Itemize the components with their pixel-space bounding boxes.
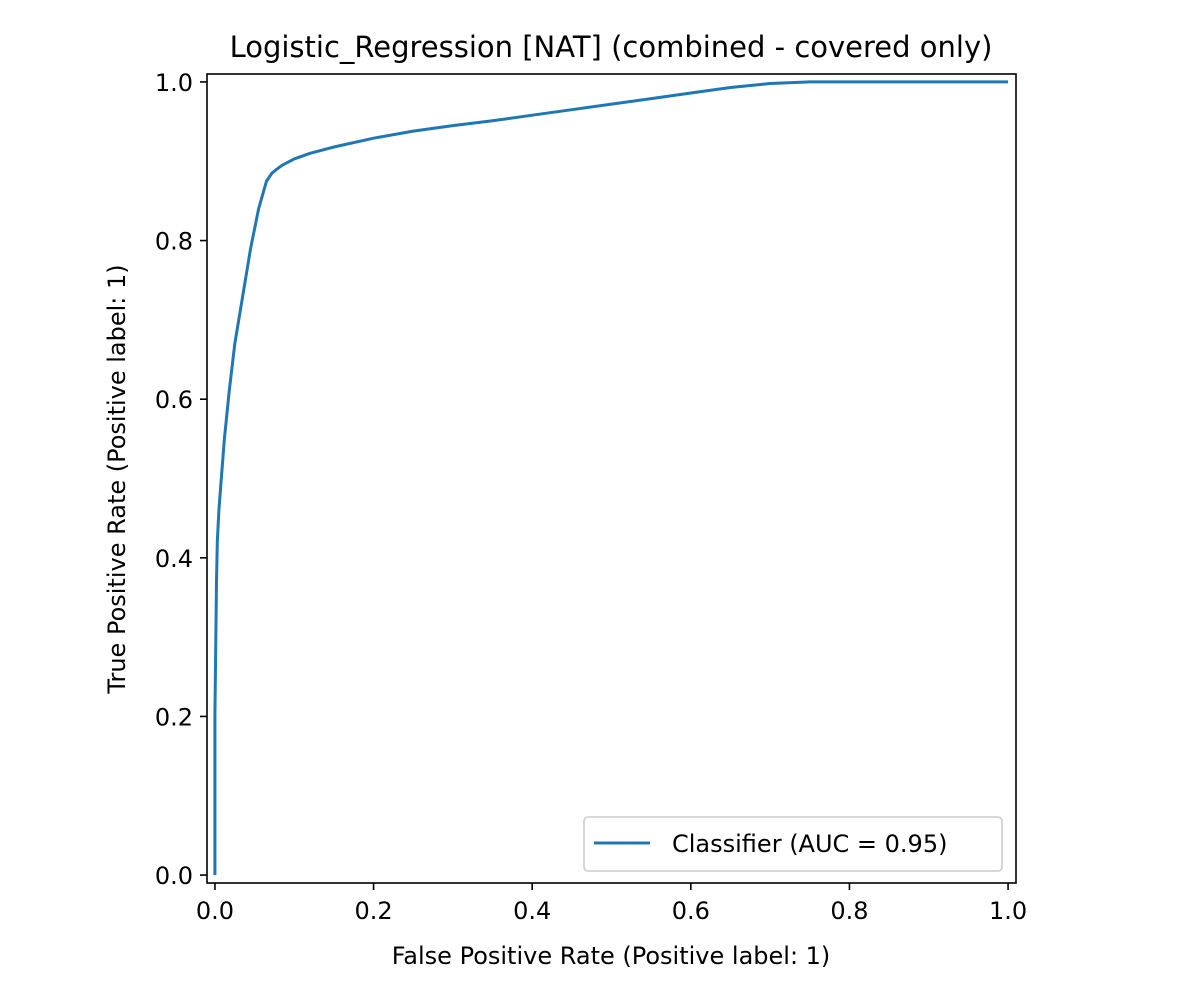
y-axis-label: True Positive Rate (Positive label: 1) — [103, 264, 131, 694]
plot-area: 0.0 0.2 0.4 0.6 0.8 1.0 0.0 0.2 0.4 0.6 0.8 1.0 — [155, 69, 1027, 925]
series-layer — [213, 80, 1009, 876]
chart-title: Logistic_Regression [NAT] (combined - co… — [230, 30, 993, 64]
axes-frame — [206, 73, 1017, 884]
y-axis-ticks: 0.0 0.2 0.4 0.6 0.8 1.0 — [155, 69, 207, 890]
x-tick-label: 0.0 — [196, 897, 234, 925]
x-tick-label: 0.4 — [513, 897, 551, 925]
x-axis-label: False Positive Rate (Positive label: 1) — [392, 942, 831, 970]
x-tick-label: 0.6 — [672, 897, 710, 925]
y-tick-label: 0.6 — [155, 386, 193, 414]
y-tick-label: 1.0 — [155, 69, 193, 97]
y-tick-label: 0.2 — [155, 703, 193, 731]
x-axis-ticks: 0.0 0.2 0.4 0.6 0.8 1.0 — [196, 883, 1027, 925]
legend-label: Classifier (AUC = 0.95) — [672, 830, 947, 858]
x-tick-label: 1.0 — [989, 897, 1027, 925]
legend: Classifier (AUC = 0.95) — [583, 816, 1003, 872]
legend-box — [583, 816, 1003, 872]
roc-curve-line — [213, 80, 1009, 876]
y-tick-label: 0.0 — [155, 862, 193, 890]
y-tick-label: 0.8 — [155, 228, 193, 256]
x-tick-label: 0.2 — [354, 897, 392, 925]
x-tick-label: 0.8 — [830, 897, 868, 925]
y-tick-label: 0.4 — [155, 545, 193, 573]
